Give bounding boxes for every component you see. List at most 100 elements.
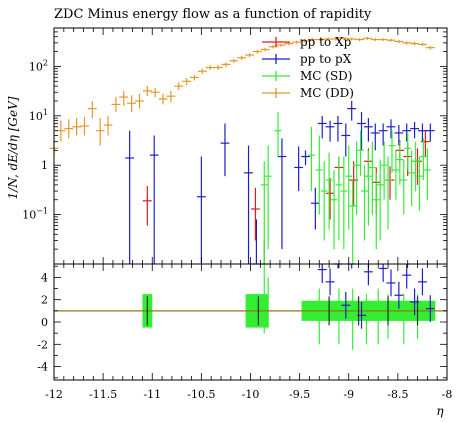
- ratio-point: [410, 288, 419, 316]
- data-point: [174, 82, 184, 91]
- data-point: [386, 119, 396, 139]
- data-point: [325, 178, 335, 220]
- data-point: [339, 36, 349, 40]
- axes: -12 -11.5 -11 -10.5 -10 -9.5 -9 -8.5 -8 10−1 1 101 1…: [22, 27, 452, 401]
- data-point: [300, 39, 309, 43]
- x-tick-label: -12: [45, 388, 63, 401]
- ratio-layer: [54, 263, 447, 350]
- data-point: [419, 138, 427, 181]
- data-point: [404, 132, 412, 171]
- data-point: [412, 141, 419, 192]
- data-point: [182, 78, 192, 86]
- data-point: [103, 115, 113, 136]
- data-point: [402, 123, 412, 142]
- data-point: [384, 156, 392, 230]
- data-point: [264, 145, 272, 250]
- data-point: [341, 123, 351, 157]
- data-point: [410, 42, 419, 46]
- data-point: [364, 150, 372, 226]
- data-point: [95, 118, 105, 146]
- y-axis-label: 1/N, dE/dη [GeV]: [6, 96, 20, 199]
- x-tick-label: -9: [343, 388, 354, 401]
- ratio-point: [378, 264, 388, 282]
- data-point: [221, 62, 231, 67]
- x-tick-label: -11.5: [89, 388, 117, 401]
- data-point: [394, 125, 404, 146]
- data-point: [125, 130, 135, 264]
- ratio-point: [325, 268, 335, 296]
- legend: pp to Xp pp to pX MC (SD) MC (DD): [262, 35, 354, 100]
- data-point: [158, 93, 168, 105]
- data-point: [335, 156, 343, 241]
- data-point: [250, 187, 260, 241]
- data-point: [345, 145, 353, 230]
- data-point: [402, 41, 412, 45]
- legend-label: pp to Xp: [300, 35, 352, 49]
- data-point: [277, 138, 287, 250]
- ratio-point: [317, 264, 327, 283]
- series-mc-sd-: [260, 111, 431, 264]
- data-point: [251, 219, 261, 265]
- data-point: [310, 187, 320, 230]
- data-point: [315, 135, 323, 215]
- data-point: [237, 55, 247, 60]
- data-point: [420, 130, 430, 157]
- y-tick-label: 101: [29, 108, 48, 123]
- legend-label: MC (SD): [300, 69, 353, 83]
- ratio-point: [418, 268, 427, 296]
- x-tick-label: -9.5: [289, 388, 310, 401]
- x-tick-label: -10.5: [187, 388, 215, 401]
- data-point: [149, 135, 159, 264]
- ratio-y-tick-label: 0: [41, 316, 48, 329]
- data-point: [111, 97, 121, 112]
- data-point: [260, 47, 270, 52]
- data-point: [64, 119, 74, 139]
- data-point: [150, 87, 160, 98]
- data-point: [392, 150, 400, 200]
- data-point: [396, 141, 404, 185]
- data-point: [72, 118, 82, 136]
- legend-entry: pp to Xp: [262, 35, 352, 49]
- data-point: [142, 185, 152, 226]
- data-point: [378, 123, 388, 146]
- series-layer: [49, 36, 435, 265]
- ratio-point: [402, 264, 412, 289]
- data-point: [361, 165, 368, 241]
- data-point: [142, 86, 152, 97]
- data-point: [416, 156, 423, 211]
- ratio-y-tick-label: -2: [37, 338, 48, 351]
- ratio-point: [394, 281, 404, 309]
- data-point: [220, 123, 230, 177]
- x-tick-label: -8.5: [387, 388, 408, 401]
- data-point: [317, 115, 327, 139]
- data-point: [413, 148, 422, 185]
- data-point: [394, 39, 404, 44]
- ratio-y-tick-label: 4: [41, 271, 48, 284]
- data-point: [229, 58, 239, 63]
- x-tick-label: -10: [242, 388, 260, 401]
- legend-label: pp to pX: [300, 52, 352, 66]
- data-point: [301, 150, 310, 166]
- data-point: [325, 152, 333, 230]
- data-point: [388, 130, 396, 173]
- data-point: [197, 68, 207, 75]
- y-tick-label: 10−1: [22, 207, 48, 222]
- data-point: [135, 93, 144, 109]
- legend-entry: MC (DD): [262, 86, 354, 100]
- data-point: [166, 90, 176, 103]
- data-point: [385, 166, 395, 200]
- ratio-point: [425, 295, 435, 322]
- ratio-point: [386, 269, 396, 297]
- y-tick-label: 1: [41, 159, 48, 172]
- data-point: [410, 121, 419, 139]
- data-point: [386, 38, 396, 42]
- data-point: [355, 38, 364, 42]
- data-point: [357, 111, 366, 151]
- data-point: [80, 116, 89, 136]
- legend-entry: pp to pX: [262, 52, 352, 66]
- data-point: [400, 159, 408, 215]
- series-mc-dd-: [49, 36, 435, 156]
- data-point: [368, 141, 376, 215]
- data-point: [196, 156, 206, 264]
